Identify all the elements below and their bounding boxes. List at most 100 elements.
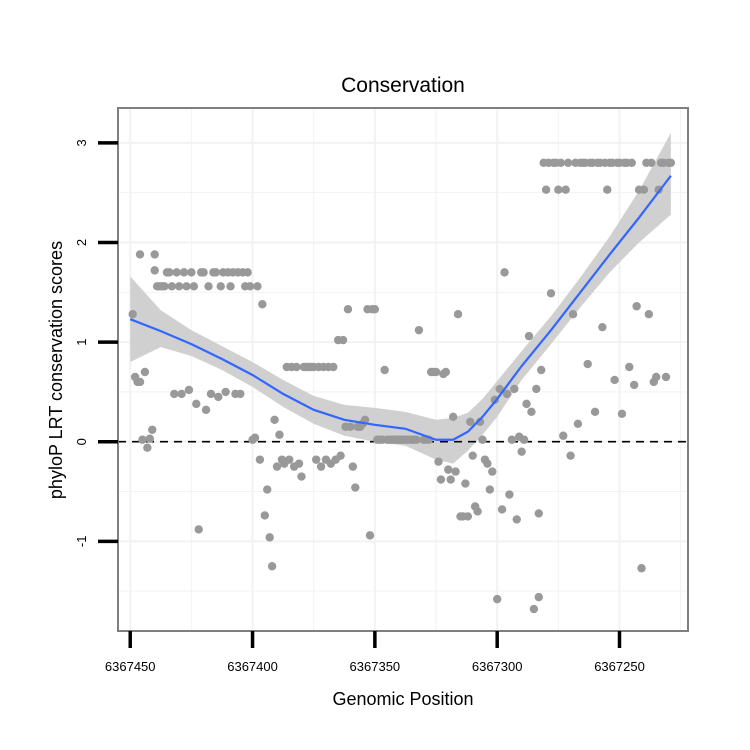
data-point [263, 485, 272, 494]
data-point [527, 407, 536, 417]
data-point [182, 282, 191, 291]
x-tick-label: 6367250 [594, 659, 645, 674]
data-point [519, 435, 529, 444]
data-point [150, 266, 159, 275]
data-point [500, 268, 509, 277]
data-point [170, 389, 179, 399]
data-point [647, 158, 656, 167]
data-point [150, 250, 159, 259]
data-point [466, 417, 475, 426]
data-point [275, 430, 284, 439]
data-points [128, 158, 676, 614]
chart-title: Conservation [341, 74, 465, 97]
data-point [135, 377, 145, 387]
data-point [294, 459, 304, 468]
data-point [451, 467, 460, 476]
data-point [243, 268, 252, 277]
data-point [245, 282, 255, 291]
data-point [253, 282, 262, 291]
data-point [485, 485, 495, 494]
data-point [250, 433, 260, 442]
data-point [446, 475, 455, 484]
data-point [502, 389, 512, 399]
x-tick-label: 6367400 [227, 659, 278, 674]
data-point [285, 455, 294, 464]
data-point [556, 158, 565, 167]
data-point [637, 564, 646, 573]
data-point [167, 282, 177, 291]
data-point [534, 592, 543, 602]
data-point [488, 467, 497, 476]
data-point [573, 419, 583, 428]
data-point [221, 387, 230, 397]
data-point [651, 372, 661, 382]
data-point [160, 282, 169, 291]
data-point [272, 462, 282, 471]
data-point [258, 300, 267, 309]
data-point [206, 389, 216, 399]
data-point [297, 472, 306, 481]
smooth-line [129, 175, 672, 441]
data-point [603, 185, 612, 194]
data-point [534, 509, 543, 518]
data-point [561, 185, 570, 194]
data-point [189, 282, 199, 291]
data-point [412, 435, 421, 444]
data-point [143, 443, 152, 452]
data-point [138, 435, 147, 444]
data-point [554, 185, 563, 194]
data-point [644, 310, 654, 319]
data-point [610, 375, 619, 385]
data-point [192, 399, 201, 409]
data-point [483, 459, 492, 468]
data-point [583, 359, 592, 369]
data-point [346, 422, 355, 431]
data-point [563, 158, 573, 167]
x-tick-label: 6367450 [105, 659, 156, 674]
data-point [172, 268, 181, 277]
y-tick-label: 3 [74, 139, 89, 146]
data-point [453, 310, 463, 319]
x-tick-label: 6367300 [472, 659, 523, 674]
data-point [236, 389, 245, 399]
data-point [267, 562, 277, 571]
x-axis: 6367450 6367400 6367350 6367300 6367250 [105, 631, 645, 674]
data-point [292, 362, 301, 372]
data-point [473, 507, 482, 516]
data-point [199, 268, 208, 277]
data-point [566, 451, 575, 460]
data-point [135, 250, 145, 259]
data-point [444, 465, 453, 474]
data-point [598, 322, 607, 332]
y-tick-label: -1 [74, 536, 89, 548]
data-point [478, 435, 487, 444]
confidence-band [130, 132, 671, 464]
y-tick-label: 0 [74, 438, 89, 445]
data-point [187, 268, 196, 277]
data-point [590, 407, 600, 417]
data-point [140, 367, 150, 377]
data-point [201, 405, 211, 415]
data-point [148, 425, 157, 434]
data-point [661, 372, 671, 382]
data-point [632, 302, 641, 311]
data-point [211, 268, 221, 277]
data-point [177, 389, 186, 399]
data-point [537, 365, 546, 375]
data-point [365, 531, 375, 540]
data-point [370, 305, 380, 314]
y-tick-label: 1 [74, 338, 89, 345]
smooth-curve-layer [129, 175, 672, 441]
data-point [194, 525, 203, 534]
data-point [522, 399, 531, 409]
data-point [461, 479, 470, 488]
data-point [351, 483, 360, 492]
data-point [165, 268, 174, 277]
data-point [434, 457, 443, 466]
data-point [468, 451, 477, 460]
data-point [507, 435, 517, 444]
data-point [510, 384, 519, 394]
confidence-ribbon [130, 132, 671, 464]
data-point [316, 462, 326, 471]
